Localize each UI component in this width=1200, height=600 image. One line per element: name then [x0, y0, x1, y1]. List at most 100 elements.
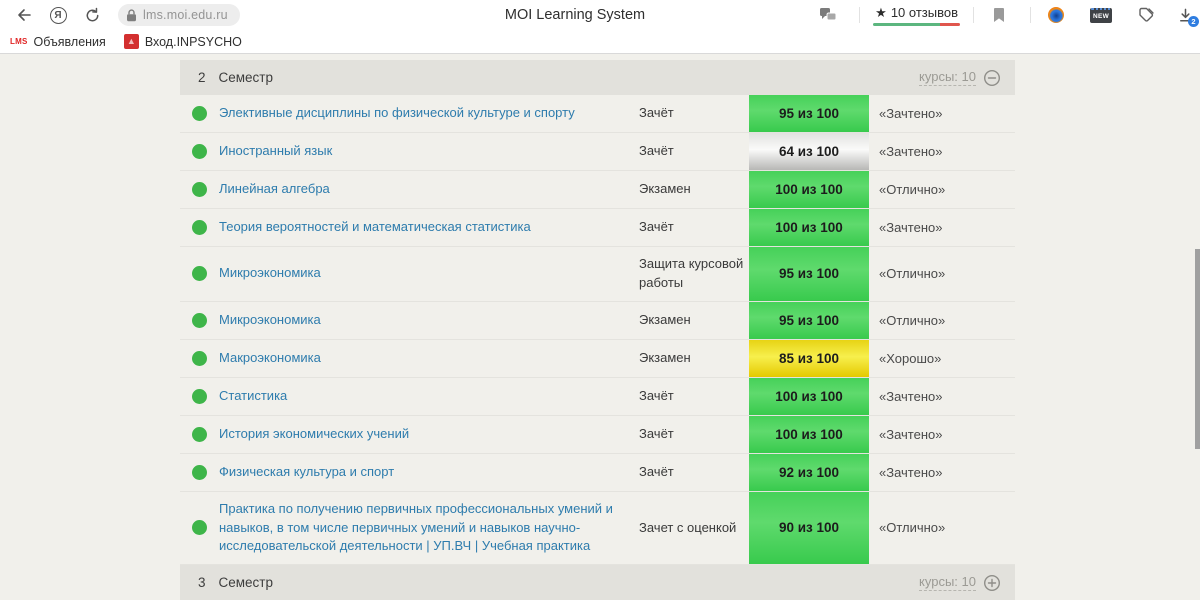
downloads-button[interactable]: 2: [1177, 7, 1199, 27]
assessment-type: Зачёт: [639, 387, 674, 403]
url-text: lms.moi.edu.ru: [143, 8, 228, 22]
yandex-logo-icon: Я: [49, 6, 67, 24]
status-dot-icon: [192, 312, 207, 328]
new-badge-icon: NEW: [1090, 7, 1112, 23]
grade-text: «Зачтено»: [879, 144, 943, 159]
assessment-type: Зачёт: [639, 425, 674, 441]
divider: [859, 7, 861, 23]
score-cell: 92 из 100: [749, 453, 869, 491]
star-icon: ★: [875, 5, 887, 20]
yandex-button[interactable]: Я: [44, 1, 72, 29]
score-cell: 64 из 100: [749, 133, 869, 170]
course-row: Элективные дисциплины по физической куль…: [180, 95, 1015, 133]
browser-toolbar: Я lms.moi.edu.ru MOI Learning System ★ 1…: [0, 0, 1200, 30]
reviews-label: 10 отзывов: [890, 5, 958, 20]
score-cell: 100 из 100: [749, 377, 869, 415]
status-dot-icon: [192, 388, 207, 404]
feedback-bubbles-icon: [820, 8, 837, 21]
bookmark-label: Объявления: [33, 34, 106, 49]
grade-text: «Хорошо»: [879, 350, 942, 366]
collections-button[interactable]: [1132, 1, 1160, 29]
courses-count-link[interactable]: курсы: 10: [919, 69, 976, 86]
status-dot-icon: [192, 182, 207, 197]
semester-label: Семестр: [218, 575, 274, 591]
bookmark-flag-icon: [994, 8, 1004, 22]
bookmark-inpsycho-login[interactable]: ▲ Вход.INPSYCHO: [123, 34, 242, 49]
course-row: Практика по получению первичных професси…: [180, 491, 1015, 566]
course-link[interactable]: История экономических учений: [219, 425, 410, 441]
semester-2-header[interactable]: 2 Семестр курсы: 10: [180, 60, 1015, 95]
grade-text: «Отлично»: [879, 182, 946, 197]
course-link[interactable]: Элективные дисциплины по физической куль…: [219, 105, 575, 121]
expand-plus-circle-icon[interactable]: [983, 574, 1001, 592]
grade-text: «Зачтено»: [879, 426, 943, 442]
status-dot-icon: [192, 350, 207, 366]
assessment-type: Защита курсовой работы: [639, 256, 744, 290]
status-dot-icon: [192, 520, 207, 536]
course-link[interactable]: Макроэкономика: [219, 349, 321, 365]
new-extension-button[interactable]: NEW: [1087, 1, 1115, 29]
grade-text: «Отлично»: [879, 520, 946, 536]
reviews-rating-bar: [873, 23, 960, 26]
scrollbar-thumb[interactable]: [1195, 249, 1200, 449]
bookmark-label: Вход.INPSYCHO: [144, 34, 242, 49]
status-dot-icon: [192, 266, 207, 282]
assessment-type: Зачёт: [639, 143, 674, 159]
semester-3-header[interactable]: 3 Семестр курсы: 10: [180, 565, 1015, 600]
score-cell: 100 из 100: [749, 171, 869, 208]
divider: [1030, 7, 1031, 23]
grade-text: «Зачтено»: [879, 388, 943, 404]
status-dot-icon: [192, 220, 207, 235]
back-button[interactable]: [10, 1, 38, 29]
score-cell: 95 из 100: [749, 95, 869, 132]
assessment-type: Зачёт: [639, 105, 674, 121]
course-row: Микроэкономика Защита курсовой работы 95…: [180, 247, 1015, 302]
lms-favicon: LMS: [10, 37, 28, 46]
page-content: 2 Семестр курсы: 10 Элективные дисциплин…: [0, 54, 1200, 600]
score-cell: 90 из 100: [749, 491, 869, 565]
grade-text: «Зачтено»: [879, 220, 943, 235]
assessment-type: Экзамен: [639, 349, 691, 365]
course-link[interactable]: Практика по получению первичных професси…: [219, 500, 613, 554]
back-arrow-icon: [18, 9, 31, 21]
course-link[interactable]: Иностранный язык: [219, 143, 333, 159]
lock-icon: [127, 8, 136, 21]
course-link[interactable]: Микроэкономика: [219, 265, 321, 281]
course-row: Статистика Зачёт 100 из 100 «Зачтено»: [180, 377, 1015, 416]
refresh-button[interactable]: [78, 1, 106, 29]
courses-count-link[interactable]: курсы: 10: [919, 574, 976, 592]
course-link[interactable]: Микроэкономика: [219, 311, 321, 327]
status-dot-icon: [192, 106, 207, 121]
course-rows: Элективные дисциплины по физической куль…: [180, 95, 1015, 566]
semester-label: Семестр: [218, 70, 274, 85]
course-row: История экономических учений Зачёт 100 и…: [180, 415, 1015, 454]
course-link[interactable]: Физическая культура и спорт: [219, 463, 395, 479]
inpsycho-favicon: ▲: [123, 34, 139, 49]
course-row: Микроэкономика Экзамен 95 из 100 «Отличн…: [180, 301, 1015, 340]
address-bar[interactable]: lms.moi.edu.ru: [118, 4, 240, 26]
reviews-button[interactable]: ★ 10 отзывов: [871, 3, 962, 27]
bookmark-lms-announcements[interactable]: LMS Объявления: [10, 35, 106, 49]
collapse-minus-circle-icon[interactable]: [983, 69, 1001, 87]
grade-text: «Отлично»: [879, 312, 946, 328]
assessment-type: Зачёт: [639, 463, 674, 479]
divider: [973, 7, 974, 23]
assessment-type: Зачёт: [639, 219, 674, 235]
course-row: Иностранный язык Зачёт 64 из 100 «Зачтен…: [180, 133, 1015, 171]
grade-text: «Отлично»: [879, 266, 946, 282]
bookmark-button[interactable]: [985, 1, 1013, 29]
course-link[interactable]: Линейная алгебра: [219, 181, 330, 197]
extension-circle-icon: [1048, 7, 1064, 23]
extension-button[interactable]: [1042, 1, 1070, 29]
score-cell: 85 из 100: [749, 339, 869, 377]
semester-number: 3: [198, 575, 206, 591]
course-row: Физическая культура и спорт Зачёт 92 из …: [180, 453, 1015, 492]
grade-text: «Зачтено»: [879, 106, 943, 121]
course-link[interactable]: Теория вероятностей и математическая ста…: [219, 219, 531, 235]
status-dot-icon: [192, 426, 207, 442]
feedback-button[interactable]: [814, 1, 842, 29]
grade-text: «Зачтено»: [879, 464, 943, 480]
course-link[interactable]: Статистика: [219, 387, 288, 403]
course-row: Теория вероятностей и математическая ста…: [180, 209, 1015, 247]
page-title: MOI Learning System: [504, 7, 646, 23]
